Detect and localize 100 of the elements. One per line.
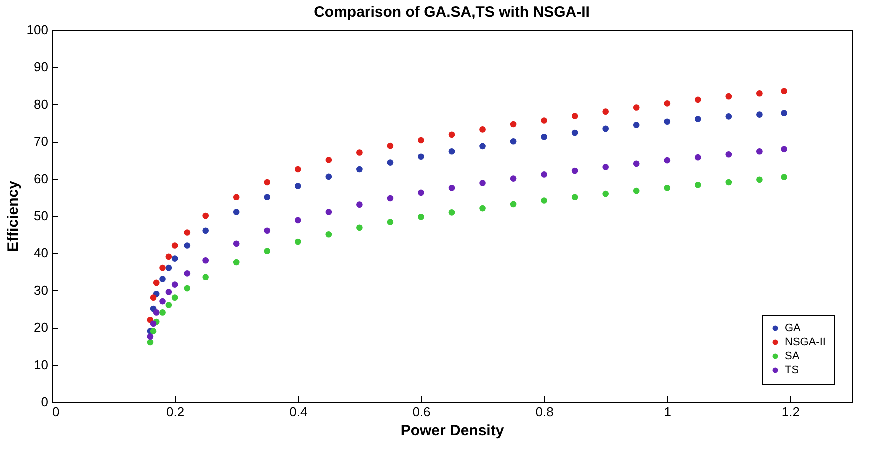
point [233,240,240,248]
point [264,248,271,254]
point [781,110,788,116]
point [326,174,332,180]
point [294,183,302,190]
point [184,242,191,249]
point [356,202,363,208]
point [172,294,178,301]
point [572,113,578,120]
legend-label: GA [785,322,802,334]
point [202,212,210,220]
point [166,302,172,308]
y-tick-label: 20 [34,320,48,336]
point [448,148,456,155]
point [572,168,578,174]
y-tick-label: 100 [26,22,48,38]
point [480,180,486,186]
point [726,151,732,158]
x-tick-label: 0.6 [412,404,431,420]
point [541,118,548,124]
point [160,310,166,316]
point [633,188,640,194]
x-axis-title: Power Density [400,422,505,440]
point [184,270,191,277]
point [202,274,210,281]
point [572,194,578,201]
point [166,289,172,296]
legend-label: SA [785,350,800,362]
point [633,122,640,128]
point [694,116,702,122]
point [726,93,732,100]
point [233,209,240,216]
y-tick-label: 50 [34,208,48,224]
x-tick-label: 0 [52,404,60,420]
point [664,100,671,107]
point [541,134,548,140]
point [147,334,154,340]
point [480,205,486,212]
x-tick-label: 0.8 [536,404,554,420]
point [172,256,178,262]
y-tick-label: 10 [34,357,48,372]
y-tick-label: 80 [34,96,48,112]
point [781,174,788,180]
point [510,201,517,208]
point [172,282,178,288]
point [153,280,160,286]
point [160,298,166,305]
point [448,209,456,216]
point [233,259,240,266]
point [572,130,578,136]
point [202,228,210,234]
point [356,166,363,173]
y-tick-label: 60 [34,171,48,186]
y-tick-label: 40 [34,246,48,261]
point [664,157,671,164]
point [781,146,788,153]
point [294,166,302,173]
legend-label: NSGA-II [785,336,826,348]
point [418,214,424,220]
point [160,264,166,272]
point [326,157,332,164]
point [294,217,302,224]
point [694,96,702,104]
point [387,195,394,202]
point [694,154,702,161]
point [166,254,172,260]
point [448,132,456,138]
legend-label: TS [785,364,800,376]
y-tick-label: 70 [34,134,48,150]
point [294,238,302,246]
point [264,228,271,234]
point [664,184,671,192]
point [756,90,763,97]
point [726,114,732,120]
point [448,184,456,192]
point [756,112,763,118]
point [480,126,486,133]
point [172,242,178,249]
y-tick-label: 30 [34,282,48,298]
point [150,294,157,301]
point [387,219,394,226]
point [387,160,394,166]
point [726,179,732,186]
point [602,126,610,132]
point [184,230,191,236]
point [480,143,486,150]
point [150,320,157,328]
point [184,285,191,292]
point [166,264,172,272]
point [356,150,363,156]
point [150,328,157,334]
point [756,148,763,155]
point [264,179,271,186]
point [510,176,517,182]
point [418,154,424,160]
x-tick-label: 1.2 [782,404,800,420]
point [781,88,788,95]
y-tick-label: 90 [34,60,48,75]
point [326,231,332,238]
point [541,198,548,204]
